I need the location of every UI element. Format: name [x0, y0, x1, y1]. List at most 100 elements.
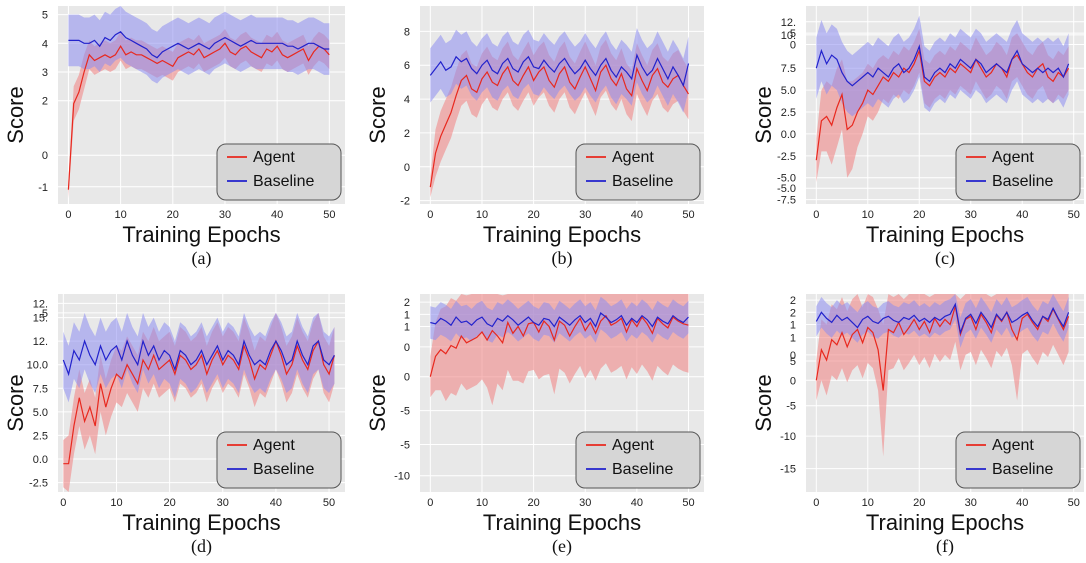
y-tick-label: -2 — [400, 196, 410, 208]
x-tick-label: 20 — [527, 497, 539, 509]
legend: Agent Baseline — [955, 143, 1081, 201]
y-tick-label: 0.0 — [33, 454, 48, 466]
legend-box — [216, 143, 342, 201]
x-tick-label: 40 — [1016, 209, 1028, 221]
y-axis-title: Score — [365, 374, 390, 431]
y-tick-label: 0 — [404, 342, 410, 354]
legend: Agent Baseline — [575, 431, 701, 489]
x-tick-label: 20 — [913, 209, 925, 221]
y-tick-label: 10. — [781, 30, 796, 42]
y-tick-label: 4 — [404, 94, 410, 106]
series-band-baseline — [63, 312, 335, 403]
series-line-agent — [429, 314, 689, 377]
series-line-agent — [815, 306, 1070, 391]
x-tick-label: 30 — [579, 497, 591, 509]
y-tick-label: -5 — [400, 440, 410, 452]
x-tick-label: 20 — [913, 497, 925, 509]
chart-panel-d: 0 10 20 30 40 5012.515.12.10.07.55.02.50.0-2.… — [3, 294, 345, 557]
y-tick-label: -1 — [38, 182, 48, 194]
y-tick-label: 2 — [790, 307, 796, 319]
legend-label-baseline: Baseline — [992, 461, 1053, 478]
panel-caption: (b) — [552, 248, 573, 269]
y-tick-label: 0 — [404, 162, 410, 174]
series-line-baseline — [68, 31, 330, 59]
legend-box — [955, 431, 1081, 489]
series-band-baseline — [816, 294, 1069, 348]
x-tick-label: 40 — [631, 209, 643, 221]
legend-label-baseline: Baseline — [253, 173, 314, 190]
y-tick-label: 12. — [33, 298, 48, 310]
legend-label-baseline: Baseline — [992, 173, 1053, 190]
x-tick-label: 0 — [65, 209, 71, 221]
legend: Agent Baseline — [216, 143, 342, 201]
x-axis-title: Training Epochs — [122, 222, 280, 247]
panel-caption: (f) — [936, 536, 954, 557]
x-tick-label: 10 — [114, 209, 126, 221]
y-axis-title: Score — [365, 86, 390, 143]
y-tick-label: 1 — [790, 333, 796, 345]
x-tick-label: 0 — [427, 209, 433, 221]
x-tick-label: 40 — [271, 209, 283, 221]
y-tick-label: 6 — [404, 60, 410, 72]
legend-label-agent: Agent — [253, 437, 295, 454]
y-axis-title: Score — [751, 86, 776, 143]
legend-box — [955, 143, 1081, 201]
y-tick-label: 0 — [790, 350, 796, 362]
y-tick-label: 7.5 — [781, 63, 796, 75]
y-axis-title: Score — [751, 374, 776, 431]
x-axis-title: Training Epochs — [483, 510, 641, 535]
y-tick-label: 5 — [790, 356, 796, 368]
x-tick-label: 50 — [682, 209, 694, 221]
y-tick-label: -2.5 — [29, 478, 48, 490]
y-tick-label: 4 — [42, 38, 48, 50]
x-tick-label: 30 — [965, 209, 977, 221]
panel-caption: (c) — [935, 248, 955, 269]
y-tick-label: 8 — [404, 26, 410, 38]
y-tick-label: -7.5 — [777, 195, 796, 207]
x-tick-label: 30 — [965, 497, 977, 509]
y-tick-label: 5.0 — [33, 407, 48, 419]
y-tick-label: 12. — [33, 336, 48, 348]
y-tick-label: 0 — [42, 150, 48, 162]
x-tick-label: 10 — [476, 497, 488, 509]
y-tick-label: -5 — [786, 401, 796, 413]
panel-caption: (a) — [192, 248, 212, 269]
x-tick-label: 10 — [862, 497, 874, 509]
y-tick-label: 7.5 — [33, 383, 48, 395]
y-tick-label: -10 — [394, 471, 410, 483]
x-tick-label: 10 — [110, 497, 122, 509]
y-tick-label: 10.0 — [27, 360, 48, 372]
series-line-baseline — [429, 53, 690, 88]
legend-box — [575, 143, 701, 201]
x-tick-label: 30 — [217, 497, 229, 509]
y-axis-title: Score — [3, 374, 28, 431]
chart-panel-c: 0 10 20 30 40 5012.510.07.55.02.50.0-2.5-5.0-… — [751, 6, 1084, 269]
y-tick-label: 2.5 — [781, 107, 796, 119]
x-axis-title: Training Epochs — [483, 222, 641, 247]
y-tick-label: 5 — [42, 10, 48, 22]
x-tick-label: 50 — [682, 497, 694, 509]
series-line-baseline — [815, 44, 1070, 87]
legend-label-baseline: Baseline — [253, 461, 314, 478]
y-tick-label: -5.0 — [777, 173, 796, 185]
series-line-agent — [67, 42, 330, 190]
legend-label-agent: Agent — [992, 149, 1034, 166]
y-tick-label: -10 — [780, 431, 796, 443]
x-tick-label: 30 — [579, 209, 591, 221]
series-line-agent — [63, 339, 335, 465]
y-axis-title: Score — [3, 86, 28, 143]
x-tick-label: 20 — [163, 497, 175, 509]
legend-label-agent: Agent — [253, 149, 295, 166]
y-tick-label: 5 — [42, 308, 48, 320]
y-tick-label: 0.0 — [781, 129, 796, 141]
series-line-agent — [815, 48, 1070, 161]
series-band-baseline — [68, 6, 330, 84]
y-tick-label: 3 — [42, 67, 48, 79]
x-tick-label: 50 — [1068, 209, 1080, 221]
y-tick-label: 2 — [790, 295, 796, 307]
y-tick-label: -2.5 — [777, 151, 796, 163]
